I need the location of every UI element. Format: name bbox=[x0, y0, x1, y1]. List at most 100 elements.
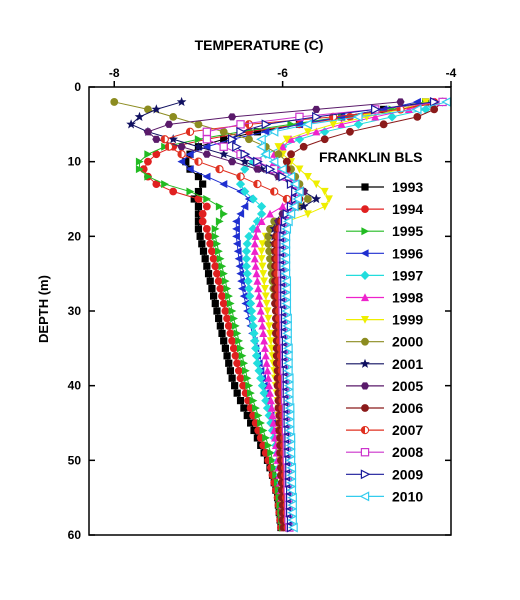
legend-label: 1994 bbox=[392, 201, 423, 217]
data-point bbox=[199, 247, 208, 255]
data-point bbox=[312, 127, 321, 136]
data-point bbox=[236, 209, 245, 218]
legend-marker bbox=[360, 382, 370, 390]
data-point bbox=[282, 320, 292, 331]
data-point bbox=[288, 201, 299, 212]
legend-label: 1993 bbox=[392, 179, 423, 195]
data-point bbox=[285, 171, 296, 182]
data-point bbox=[281, 223, 292, 234]
data-point bbox=[280, 253, 291, 264]
legend-label: 1997 bbox=[392, 267, 423, 283]
data-point bbox=[164, 120, 174, 128]
data-point bbox=[240, 164, 250, 174]
data-point bbox=[227, 134, 238, 145]
data-point bbox=[236, 344, 245, 353]
data-point bbox=[312, 105, 321, 113]
legend-marker bbox=[359, 491, 370, 502]
data-point bbox=[216, 322, 224, 330]
data-point bbox=[282, 194, 291, 204]
data-point bbox=[204, 270, 213, 278]
data-point bbox=[287, 500, 297, 511]
data-point bbox=[257, 314, 266, 323]
data-point bbox=[211, 262, 220, 271]
data-point bbox=[226, 299, 235, 308]
data-point bbox=[266, 396, 275, 405]
data-point bbox=[236, 269, 245, 278]
data-point bbox=[302, 119, 313, 130]
data-point bbox=[241, 254, 252, 264]
series-line bbox=[231, 101, 435, 528]
data-point bbox=[228, 158, 237, 166]
data-point bbox=[232, 141, 242, 152]
data-point bbox=[182, 158, 190, 166]
data-point bbox=[235, 179, 246, 189]
data-point bbox=[254, 411, 263, 420]
data-point bbox=[283, 216, 293, 227]
data-point bbox=[286, 477, 297, 488]
data-point bbox=[221, 344, 229, 352]
data-point bbox=[226, 329, 235, 338]
data-point bbox=[160, 135, 169, 144]
data-point bbox=[281, 298, 292, 309]
data-point bbox=[194, 187, 203, 196]
data-point bbox=[280, 238, 291, 249]
data-point bbox=[194, 135, 203, 144]
legend-label: 2006 bbox=[392, 400, 423, 416]
series-layer bbox=[110, 96, 451, 533]
data-point bbox=[164, 142, 174, 151]
data-point bbox=[268, 411, 277, 420]
data-point bbox=[287, 150, 295, 159]
data-point bbox=[240, 359, 249, 368]
data-point bbox=[243, 276, 253, 286]
legend-label: 1995 bbox=[392, 223, 423, 239]
data-point bbox=[261, 127, 270, 136]
data-point bbox=[253, 224, 262, 233]
data-point bbox=[254, 284, 263, 293]
data-point bbox=[281, 283, 292, 294]
data-point bbox=[246, 298, 256, 309]
data-point bbox=[228, 113, 237, 121]
data-point bbox=[259, 388, 269, 398]
data-point bbox=[249, 328, 259, 338]
legend-item: 2008 bbox=[346, 444, 423, 460]
legend-item: 1994 bbox=[346, 201, 423, 217]
data-point bbox=[194, 195, 203, 203]
data-point bbox=[215, 217, 224, 226]
data-point bbox=[286, 462, 297, 473]
data-point bbox=[194, 210, 203, 218]
data-point bbox=[249, 396, 258, 405]
data-point bbox=[213, 307, 221, 315]
data-point bbox=[262, 433, 270, 442]
data-point bbox=[219, 299, 228, 308]
data-point bbox=[413, 112, 422, 121]
data-point bbox=[282, 313, 292, 324]
data-point bbox=[216, 254, 225, 263]
legend-marker bbox=[361, 404, 369, 412]
data-point bbox=[295, 112, 304, 122]
data-point bbox=[258, 240, 267, 248]
data-point bbox=[239, 156, 250, 166]
data-point bbox=[283, 380, 294, 391]
legend-label: 2001 bbox=[392, 356, 423, 372]
legend-marker bbox=[360, 270, 370, 280]
data-point bbox=[206, 239, 215, 248]
data-point bbox=[268, 456, 277, 465]
data-point bbox=[211, 224, 220, 233]
data-point bbox=[282, 328, 292, 339]
data-point bbox=[186, 187, 195, 196]
data-point bbox=[194, 120, 203, 129]
data-point bbox=[263, 366, 272, 375]
legend-item: 2000 bbox=[346, 334, 423, 350]
data-point bbox=[233, 389, 241, 397]
data-point bbox=[259, 270, 268, 278]
y-tick-label: 60 bbox=[68, 528, 82, 542]
data-point bbox=[224, 322, 233, 330]
data-point bbox=[240, 186, 250, 197]
data-point bbox=[289, 179, 300, 190]
y-tick-label: 30 bbox=[68, 304, 82, 318]
data-point bbox=[270, 187, 279, 196]
data-point bbox=[233, 247, 242, 256]
data-point bbox=[252, 216, 262, 226]
data-point bbox=[285, 208, 296, 219]
data-point bbox=[283, 395, 294, 406]
